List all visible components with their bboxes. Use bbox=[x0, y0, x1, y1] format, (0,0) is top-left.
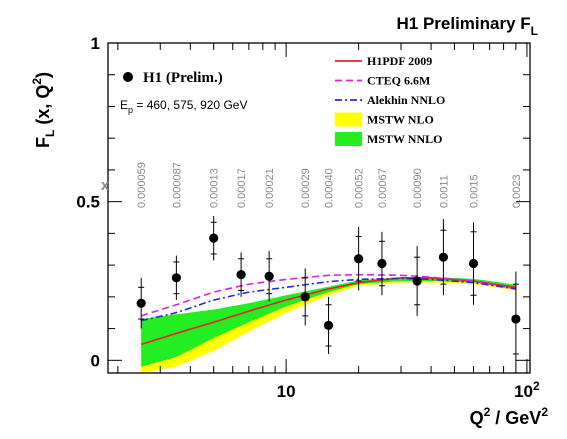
data-point bbox=[412, 276, 422, 286]
chart-title: H1 Preliminary FL bbox=[396, 14, 538, 38]
alekhin-nnlo-curve bbox=[141, 277, 517, 322]
legend-label: H1PDF 2009 bbox=[367, 54, 432, 68]
legend-label: MSTW NLO bbox=[367, 113, 434, 127]
legend-swatch-band bbox=[335, 132, 362, 146]
data-point bbox=[264, 271, 274, 281]
theory-curves bbox=[140, 273, 517, 346]
data-point bbox=[354, 254, 364, 264]
data-point bbox=[323, 320, 334, 331]
x-value-label: 0.00029 bbox=[300, 168, 312, 208]
y-tick-label: 1 bbox=[91, 34, 100, 53]
x-value-label: 0.00090 bbox=[412, 168, 424, 208]
data-point bbox=[171, 273, 181, 283]
data-point bbox=[300, 292, 310, 302]
x-value-label: 0.0015 bbox=[469, 174, 481, 208]
x-value-label: 0.00013 bbox=[209, 168, 221, 208]
data-legend-marker bbox=[123, 72, 133, 82]
legend-swatch-band bbox=[335, 112, 362, 127]
data-point bbox=[511, 314, 521, 324]
plot-frame-and-ticks: 0 0.5 1 10 102 bbox=[76, 34, 540, 401]
x-axis-label: Q2 / GeV2 bbox=[470, 405, 549, 428]
x-value-label: 0.00052 bbox=[354, 168, 366, 208]
y-axis-label: FL (x, Q2) bbox=[30, 72, 57, 148]
x-value-label: 0.00067 bbox=[377, 168, 389, 208]
x-tick-label: 10 bbox=[277, 382, 296, 401]
x-value-label: 0.0011 bbox=[438, 175, 450, 208]
x-values-header: x bbox=[101, 177, 110, 194]
data-legend-label: H1 (Prelim.) bbox=[143, 70, 223, 86]
data-point bbox=[209, 233, 219, 243]
energy-note: Ep = 460, 575, 920 GeV bbox=[120, 98, 247, 115]
legend-label: CTEQ 6.6M bbox=[367, 74, 430, 88]
x-value-labels: 0.000059 0.000087 0.00013 0.00017 0.00021 0.0… bbox=[136, 162, 523, 208]
cteq-6-6m-curve bbox=[140, 273, 517, 317]
data-point bbox=[136, 298, 146, 308]
data-point bbox=[438, 252, 449, 262]
y-tick-label: 0.5 bbox=[76, 193, 100, 212]
h1pdf-2009-curve bbox=[140, 276, 517, 346]
x-value-label: 0.00021 bbox=[264, 168, 276, 208]
data-point bbox=[377, 258, 387, 269]
y-tick-label: 0 bbox=[91, 351, 100, 370]
x-tick-label: 102 bbox=[514, 379, 540, 401]
plot-frame bbox=[107, 42, 531, 374]
legend-label: Alekhin NNLO bbox=[367, 93, 445, 107]
legend-label: MSTW NNLO bbox=[367, 132, 442, 146]
data-point bbox=[468, 258, 479, 269]
data-point bbox=[236, 270, 246, 280]
h1-data-points bbox=[136, 215, 521, 367]
x-value-label: 0.0023 bbox=[511, 174, 523, 208]
x-value-label: 0.000059 bbox=[136, 162, 148, 208]
x-value-label: 0.00040 bbox=[324, 168, 336, 208]
x-value-label: 0.000087 bbox=[171, 162, 183, 208]
theory-legend: H1PDF 2009 CTEQ 6.6M Alekhin NNLO MSTW NLO M… bbox=[335, 54, 445, 146]
x-value-label: 0.00017 bbox=[236, 168, 248, 208]
